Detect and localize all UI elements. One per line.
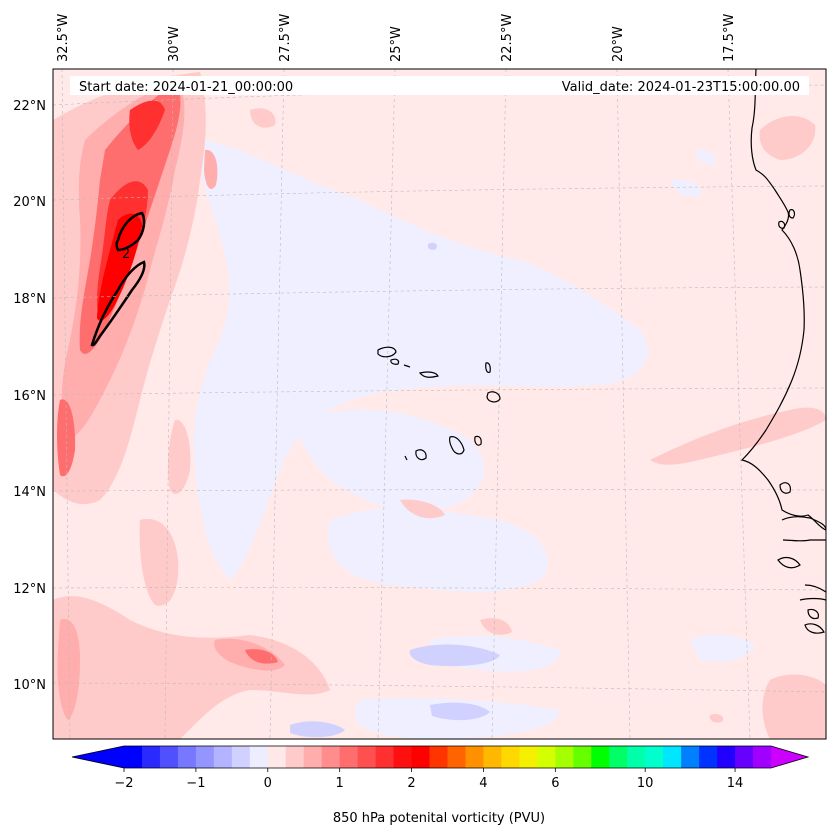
colorbar-bin [447, 746, 467, 768]
lat-label-22n: 22°N [13, 99, 46, 114]
colorbar-bin [213, 746, 233, 768]
peak-pv-regions [97, 213, 142, 321]
colorbar-tick-label: −2 [114, 776, 133, 791]
lat-label-20n: 20°N [13, 195, 46, 210]
colorbar-bin [681, 746, 700, 768]
colorbar-tick-label: 0 [264, 776, 272, 791]
colorbar-bin [609, 746, 628, 768]
contour-label: 2 [122, 247, 130, 262]
header-box [70, 76, 809, 95]
colorbar-bin [753, 746, 772, 768]
lon-label-27-5w: 27.5°W [278, 14, 293, 62]
colorbar-bin [267, 746, 287, 768]
colorbar-bin [573, 746, 592, 768]
african-coastline [740, 69, 826, 634]
map-border [52, 68, 827, 740]
colorbar-bin [303, 746, 323, 768]
island-boa-vista [486, 391, 501, 403]
colorbar-bin [375, 746, 395, 768]
colorbar: −2 −1 0 1 2 4 6 10 14 850 hPa potenital vorticit… [71, 745, 810, 826]
low-pv-regions [193, 140, 755, 739]
island-santo-antao [377, 346, 397, 358]
colorbar-bin [483, 746, 503, 768]
colorbar-bin [429, 746, 449, 768]
colorbar-ticks: −2 −1 0 1 2 4 6 10 14 [114, 768, 743, 791]
colorbar-bin [735, 746, 754, 768]
lat-label-18n: 18°N [13, 292, 46, 307]
colorbar-bin [717, 746, 736, 768]
longitude-labels: 32.5°W 30°W 27.5°W 25°W 22.5°W 20°W 17.5… [56, 14, 737, 62]
graticule [53, 69, 826, 739]
lon-label-20w: 20°W [611, 26, 626, 62]
colorbar-tick-label: 6 [551, 776, 559, 791]
start-date-label: Start date: 2024-01-21_00:00:00 [79, 80, 293, 95]
island-maio [474, 435, 482, 446]
colorbar-tick-label: 4 [479, 776, 487, 791]
colorbar-label: 850 hPa potenital vorticity (PVU) [333, 811, 545, 826]
colorbar-bin [285, 746, 305, 768]
pv-2-contours [90, 211, 146, 347]
colorbar-tick-label: 10 [637, 776, 654, 791]
colorbar-outline [71, 745, 810, 769]
colorbar-bin [231, 746, 251, 768]
island-sal [485, 362, 491, 374]
colorbar-bin [195, 746, 215, 768]
island-sao-vicente [390, 358, 400, 365]
lat-label-14n: 14°N [13, 485, 46, 500]
island-fogo [415, 449, 427, 461]
cape-verde-islands [377, 346, 501, 461]
map-panel: 2 [53, 69, 826, 739]
colorbar-bin [663, 746, 682, 768]
colorbar-bin [321, 746, 341, 768]
colorbar-bin [555, 746, 574, 768]
lat-label-16n: 16°N [13, 389, 46, 404]
colorbar-bin [177, 746, 197, 768]
lon-label-22-5w: 22.5°W [500, 14, 515, 62]
colorbar-tick-label: 1 [336, 776, 344, 791]
colorbar-bin [124, 746, 143, 768]
colorbar-bins [124, 746, 772, 768]
lon-label-25w: 25°W [389, 26, 404, 62]
colorbar-extend-high [771, 746, 808, 768]
colorbar-bin [519, 746, 538, 768]
lon-label-17-5w: 17.5°W [722, 14, 737, 62]
colorbar-bin [699, 746, 718, 768]
colorbar-bin [339, 746, 359, 768]
colorbar-bin [591, 746, 610, 768]
colorbar-bin [393, 746, 413, 768]
lat-label-12n: 12°N [13, 582, 46, 597]
latitude-labels: 22°N 20°N 18°N 16°N 14°N 12°N 10°N [13, 99, 46, 693]
colorbar-extend-low [72, 746, 124, 768]
lat-label-10n: 10°N [13, 678, 46, 693]
colorbar-bin [627, 746, 646, 768]
island-sao-nicolau [418, 371, 439, 378]
island-santa-luzia [403, 364, 411, 368]
colorbar-bin [537, 746, 556, 768]
colorbar-tick-label: 2 [407, 776, 415, 791]
colorbar-bin [141, 746, 161, 768]
colorbar-bin [501, 746, 520, 768]
island-santiago [449, 436, 465, 455]
colorbar-tick-label: 14 [727, 776, 744, 791]
colorbar-bin [357, 746, 377, 768]
colorbar-bin [465, 746, 485, 768]
blue-pv-regions [290, 242, 500, 738]
colorbar-bin [249, 746, 269, 768]
colorbar-bin [411, 746, 431, 768]
island-brava [404, 455, 408, 461]
colorbar-bin [645, 746, 664, 768]
valid-date-label: Valid_date: 2024-01-23T15:00:00.00 [562, 80, 800, 95]
lon-label-30w: 30°W [167, 26, 182, 62]
colorbar-bin [159, 746, 179, 768]
lon-label-32-5w: 32.5°W [56, 14, 71, 62]
colorbar-tick-label: −1 [186, 776, 205, 791]
